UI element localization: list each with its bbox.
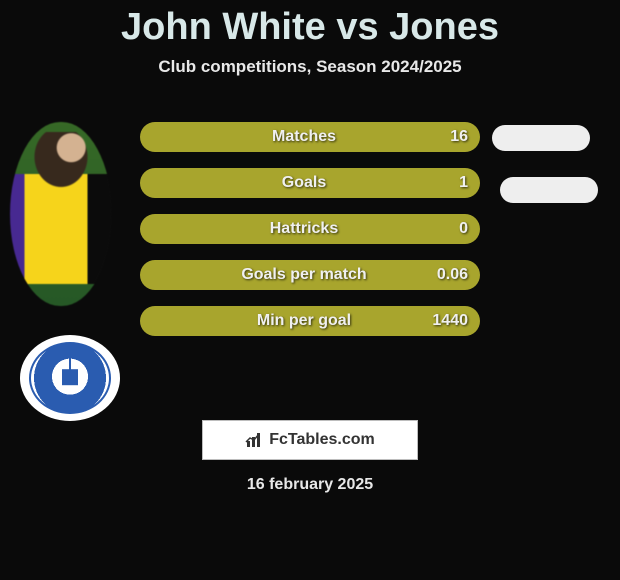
stat-value: 0 — [459, 220, 468, 238]
stat-bar: Hattricks 0 — [140, 214, 480, 244]
player-photo — [10, 122, 112, 306]
comparison-pill — [500, 177, 598, 203]
stat-value: 0.06 — [437, 266, 468, 284]
page-subtitle: Club competitions, Season 2024/2025 — [0, 57, 620, 77]
stat-bar: Goals per match 0.06 — [140, 260, 480, 290]
stat-bars: Matches 16 Goals 1 Hattricks 0 Goals per… — [140, 122, 480, 352]
stat-value: 16 — [450, 128, 468, 146]
date-text: 16 february 2025 — [0, 476, 620, 494]
club-badge-inner — [29, 342, 111, 414]
club-badge — [20, 335, 120, 421]
stat-value: 1440 — [432, 312, 468, 330]
stat-label: Goals per match — [241, 266, 366, 284]
brand-text: FcTables.com — [269, 431, 375, 449]
stat-value: 1 — [459, 174, 468, 192]
stat-label: Matches — [272, 128, 336, 146]
stat-label: Hattricks — [270, 220, 338, 238]
stat-bar: Matches 16 — [140, 122, 480, 152]
brand-box: FcTables.com — [202, 420, 418, 460]
stat-bar: Goals 1 — [140, 168, 480, 198]
stat-label: Min per goal — [257, 312, 351, 330]
stat-label: Goals — [282, 174, 326, 192]
page-title: John White vs Jones — [0, 0, 620, 49]
chart-icon — [245, 431, 263, 449]
comparison-pill — [492, 125, 590, 151]
stat-bar: Min per goal 1440 — [140, 306, 480, 336]
